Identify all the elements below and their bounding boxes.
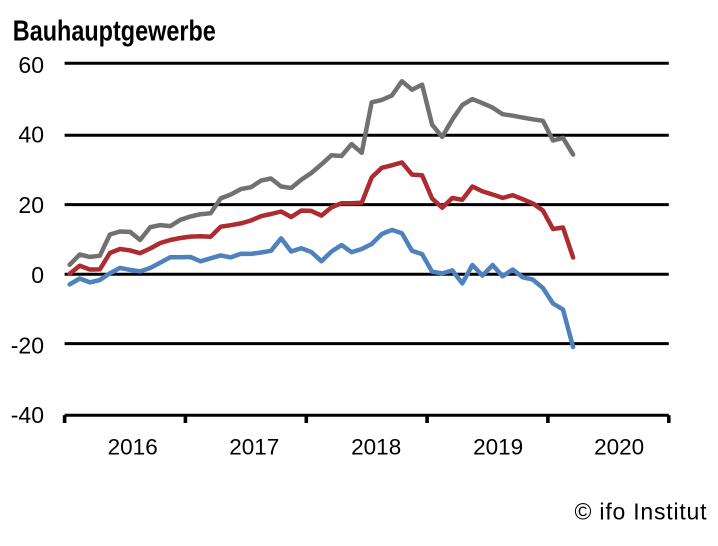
svg-text:20: 20 <box>18 192 44 218</box>
svg-text:60: 60 <box>18 52 44 78</box>
svg-text:© ifo Institut: © ifo Institut <box>575 499 708 525</box>
svg-text:40: 40 <box>18 121 44 147</box>
svg-text:2020: 2020 <box>594 435 644 460</box>
svg-text:2018: 2018 <box>351 435 401 460</box>
svg-text:-40: -40 <box>11 402 44 428</box>
svg-text:2017: 2017 <box>229 435 279 460</box>
svg-text:0: 0 <box>31 262 44 288</box>
svg-text:2016: 2016 <box>108 435 158 460</box>
svg-text:-20: -20 <box>11 333 44 359</box>
svg-text:2019: 2019 <box>473 435 523 460</box>
svg-text:Bauhauptgewerbe: Bauhauptgewerbe <box>13 15 216 47</box>
